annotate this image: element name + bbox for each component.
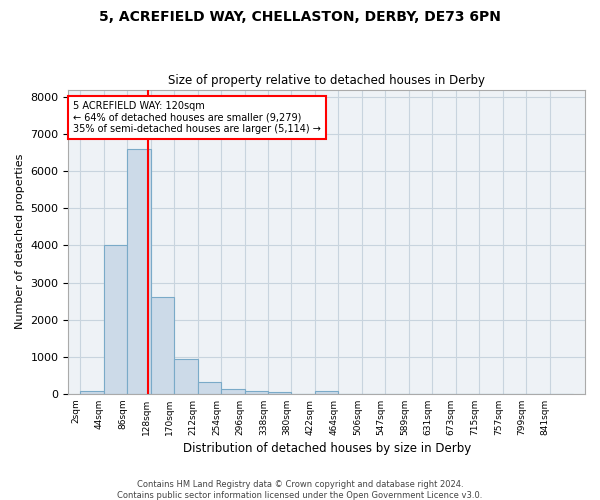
Bar <box>268 392 292 394</box>
Bar <box>174 358 197 394</box>
Bar <box>197 382 221 394</box>
Bar <box>315 391 338 394</box>
Bar <box>245 391 268 394</box>
Text: Contains HM Land Registry data © Crown copyright and database right 2024.
Contai: Contains HM Land Registry data © Crown c… <box>118 480 482 500</box>
Text: 5, ACREFIELD WAY, CHELLASTON, DERBY, DE73 6PN: 5, ACREFIELD WAY, CHELLASTON, DERBY, DE7… <box>99 10 501 24</box>
Bar <box>221 390 245 394</box>
Title: Size of property relative to detached houses in Derby: Size of property relative to detached ho… <box>168 74 485 87</box>
Text: 5 ACREFIELD WAY: 120sqm
← 64% of detached houses are smaller (9,279)
35% of semi: 5 ACREFIELD WAY: 120sqm ← 64% of detache… <box>73 100 321 134</box>
Bar <box>80 391 104 394</box>
Y-axis label: Number of detached properties: Number of detached properties <box>15 154 25 330</box>
Bar <box>104 246 127 394</box>
Bar <box>127 149 151 394</box>
X-axis label: Distribution of detached houses by size in Derby: Distribution of detached houses by size … <box>182 442 471 455</box>
Bar <box>151 298 174 394</box>
